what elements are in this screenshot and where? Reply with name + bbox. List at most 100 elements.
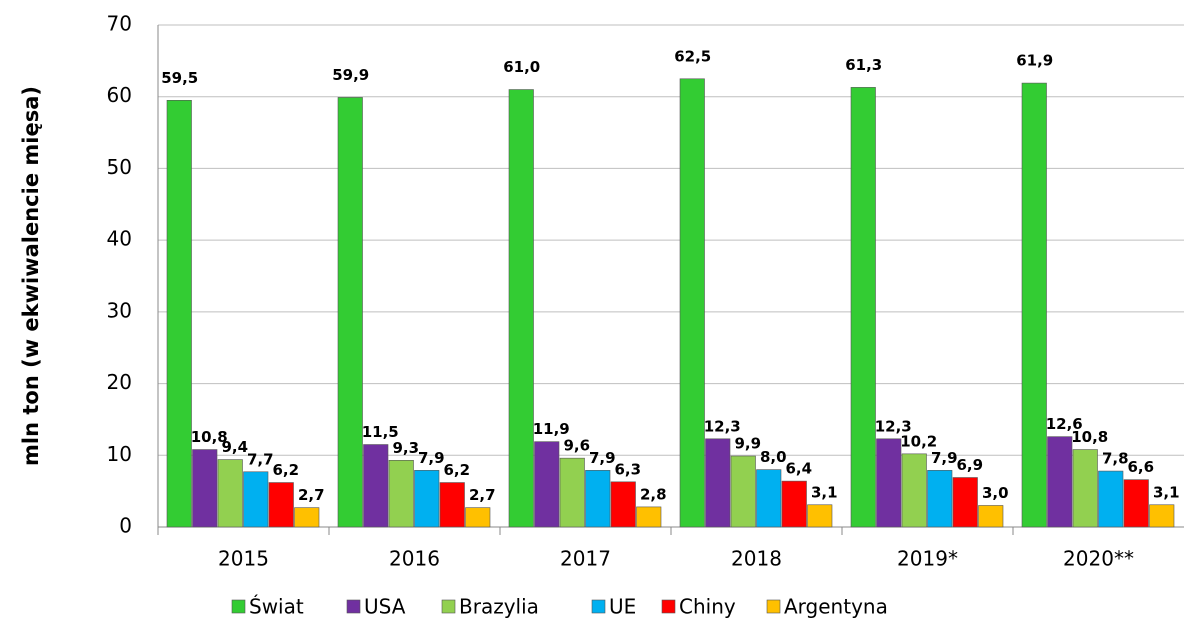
bar: [414, 470, 440, 528]
value-label: 61,3: [845, 56, 882, 74]
value-label: 6,6: [1127, 458, 1154, 476]
bar: [534, 441, 560, 528]
bar: [1047, 436, 1073, 528]
bar: [294, 507, 320, 528]
x-tick-label: 2020**: [1063, 547, 1134, 571]
value-label: 6,9: [956, 456, 983, 474]
legend-swatch: [231, 599, 246, 614]
x-tick-label: 2016: [389, 547, 440, 571]
bar: [1072, 449, 1098, 528]
value-label: 6,4: [785, 460, 812, 478]
bar: [439, 482, 465, 528]
bar: [807, 504, 833, 528]
bar: [730, 455, 756, 528]
legend-swatch: [441, 599, 456, 614]
bar: [1149, 504, 1175, 528]
legend-swatch: [346, 599, 361, 614]
bar: [337, 97, 363, 528]
bar: [559, 457, 585, 528]
y-tick-label: 10: [107, 442, 132, 466]
value-label: 7,9: [931, 449, 958, 467]
legend-swatch: [661, 599, 676, 614]
bar: [781, 480, 807, 528]
value-label: 12,3: [875, 417, 912, 435]
bar: [585, 470, 611, 528]
x-tick-label: 2019*: [897, 547, 958, 571]
bar: [679, 78, 705, 528]
x-tick-label: 2015: [218, 547, 269, 571]
bar: [610, 481, 636, 528]
bar: [192, 449, 218, 528]
legend-label: Chiny: [679, 595, 736, 619]
bar: [927, 470, 953, 528]
bar: [850, 87, 876, 528]
bar: [1021, 82, 1047, 528]
bar: [1123, 479, 1149, 528]
value-label: 59,9: [332, 66, 369, 84]
value-label: 12,3: [704, 417, 741, 435]
value-label: 2,8: [640, 485, 667, 503]
x-tick-label: 2017: [560, 547, 611, 571]
y-tick-label: 50: [107, 155, 132, 179]
value-label: 10,8: [1071, 428, 1108, 446]
bar: [756, 469, 782, 528]
legend-label: Brazylia: [459, 595, 539, 619]
value-label: 3,1: [811, 483, 838, 501]
y-tick-label: 20: [107, 370, 132, 394]
legend-swatch: [591, 599, 606, 614]
legend-label: Argentyna: [784, 595, 888, 619]
bar: [465, 507, 491, 528]
x-tick-label: 2018: [731, 547, 782, 571]
bar: [508, 89, 534, 528]
bar: [1098, 470, 1124, 528]
value-label: 11,9: [533, 420, 570, 438]
bar: [363, 444, 389, 528]
value-label: 7,8: [1102, 450, 1129, 468]
value-label: 9,9: [734, 435, 761, 453]
bar: [166, 100, 192, 528]
y-axis-label: mln ton (w ekwiwalencie mięsa): [19, 86, 43, 466]
value-label: 62,5: [674, 47, 711, 65]
y-tick-label: 70: [107, 12, 132, 36]
value-label: 9,4: [221, 438, 248, 456]
y-tick-label: 0: [119, 514, 132, 538]
value-label: 7,9: [418, 449, 445, 467]
legend-label: UE: [609, 595, 636, 619]
value-label: 2,7: [469, 486, 496, 504]
legend-label: Świat: [249, 595, 304, 619]
bar: [978, 505, 1004, 528]
value-label: 7,7: [247, 450, 274, 468]
value-label: 9,6: [563, 437, 590, 455]
value-label: 8,0: [760, 448, 787, 466]
bar: [876, 438, 902, 528]
value-label: 3,1: [1153, 483, 1180, 501]
bar: [217, 459, 243, 528]
value-label: 6,2: [272, 461, 299, 479]
legend-swatch: [766, 599, 781, 614]
value-label: 6,3: [614, 460, 641, 478]
value-label: 2,7: [298, 486, 325, 504]
bar: [636, 506, 662, 528]
value-label: 7,9: [589, 449, 616, 467]
value-label: 9,3: [392, 439, 419, 457]
bar: [243, 471, 269, 528]
value-label: 61,9: [1016, 52, 1053, 70]
value-label: 61,0: [503, 58, 540, 76]
legend-label: USA: [364, 595, 406, 619]
value-label: 10,8: [191, 428, 228, 446]
bar: [388, 460, 414, 528]
y-tick-label: 40: [107, 227, 132, 251]
bar: [705, 438, 731, 528]
bar: [901, 453, 927, 528]
value-label: 10,2: [900, 432, 937, 450]
y-tick-label: 60: [107, 83, 132, 107]
bar: [952, 477, 978, 528]
bar: [268, 482, 294, 528]
value-label: 6,2: [443, 461, 470, 479]
value-label: 3,0: [982, 484, 1009, 502]
value-label: 12,6: [1046, 415, 1083, 433]
y-tick-label: 30: [107, 298, 132, 322]
value-label: 11,5: [362, 423, 399, 441]
value-label: 59,5: [161, 69, 198, 87]
